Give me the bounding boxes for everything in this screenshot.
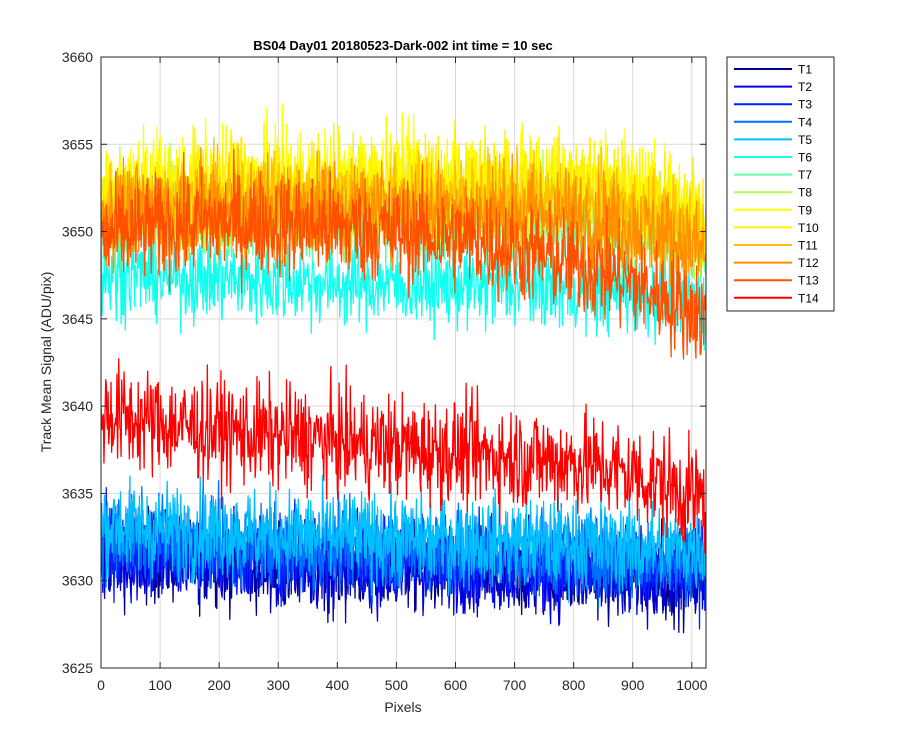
legend-label-t5: T5 bbox=[798, 133, 812, 147]
y-tick-label: 3650 bbox=[62, 224, 93, 240]
y-tick-label: 3660 bbox=[62, 49, 93, 65]
legend-label-t8: T8 bbox=[798, 186, 812, 200]
x-tick-label: 700 bbox=[503, 677, 527, 693]
series-line-t13 bbox=[101, 149, 706, 360]
x-tick-label: 100 bbox=[148, 677, 172, 693]
x-tick-label: 400 bbox=[326, 677, 350, 693]
y-axis-label: Track Mean Signal (ADU/pix) bbox=[38, 272, 54, 453]
legend-box bbox=[726, 56, 835, 312]
axes-box bbox=[100, 56, 707, 669]
x-tick-label: 900 bbox=[621, 677, 645, 693]
y-tick-label: 3655 bbox=[62, 136, 93, 152]
y-tick-label: 3635 bbox=[62, 485, 93, 501]
legend: T1 T2 T3 T4 T5 T6 T7 T8 T9 T10 T11 T12 T13 T14 bbox=[726, 56, 835, 312]
y-tick-label: 3630 bbox=[62, 573, 93, 589]
x-tick-label: 600 bbox=[444, 677, 468, 693]
x-axis-label: Pixels bbox=[384, 699, 421, 715]
x-axis-ticks: 0 100 200 300 400 500 600 700 800 900 1000 bbox=[97, 57, 708, 693]
x-tick-label: 0 bbox=[97, 677, 105, 693]
x-tick-label: 800 bbox=[562, 677, 586, 693]
x-tick-label: 200 bbox=[207, 677, 231, 693]
legend-label-t3: T3 bbox=[798, 98, 812, 112]
chart-title: BS04 Day01 20180523-Dark-002 int time = … bbox=[253, 38, 553, 53]
x-tick-label: 1000 bbox=[676, 677, 707, 693]
series-line-t5 bbox=[101, 474, 706, 604]
x-tick-label: 300 bbox=[267, 677, 291, 693]
series-group bbox=[101, 103, 706, 634]
legend-label-t1: T1 bbox=[798, 63, 812, 77]
legend-label-t14: T14 bbox=[798, 291, 819, 305]
series-line-t14 bbox=[101, 358, 706, 554]
y-tick-label: 3645 bbox=[62, 311, 93, 327]
legend-label-t11: T11 bbox=[798, 239, 818, 253]
legend-label-t2: T2 bbox=[798, 80, 812, 94]
x-tick-label: 500 bbox=[385, 677, 409, 693]
legend-label-t4: T4 bbox=[798, 115, 812, 129]
legend-label-t10: T10 bbox=[798, 221, 819, 235]
legend-items: T1 T2 T3 T4 T5 T6 T7 T8 T9 T10 T11 T12 T13 T14 bbox=[734, 63, 819, 305]
legend-label-t13: T13 bbox=[798, 274, 819, 288]
y-tick-label: 3640 bbox=[62, 398, 93, 414]
legend-label-t6: T6 bbox=[798, 151, 812, 165]
legend-label-t7: T7 bbox=[798, 168, 812, 182]
legend-label-t9: T9 bbox=[798, 203, 812, 217]
y-axis-ticks: 3625 3630 3635 3640 3645 3650 3655 3660 bbox=[62, 49, 706, 676]
y-tick-label: 3625 bbox=[62, 660, 93, 676]
legend-label-t12: T12 bbox=[798, 256, 819, 270]
